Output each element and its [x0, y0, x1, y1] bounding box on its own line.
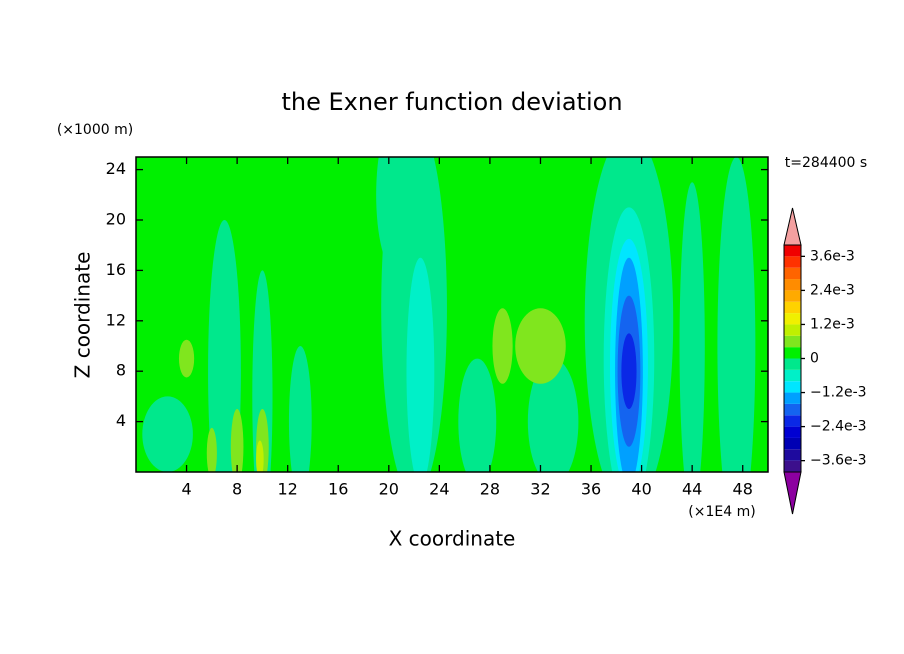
y-tick-label: 8 — [116, 361, 126, 380]
time-label: t=284400 s — [785, 155, 867, 171]
colorbar-segment — [784, 301, 801, 314]
contour-region — [527, 358, 579, 472]
colorbar-tick-label: 0 — [810, 351, 819, 367]
y-unit: (×1000 m) — [57, 122, 133, 138]
y-axis-label: Z coordinate — [71, 252, 95, 379]
colorbar-under — [783, 471, 802, 515]
colorbar-segment — [784, 369, 801, 382]
x-axis-label: X coordinate — [389, 527, 516, 551]
x-tick-label: 8 — [232, 480, 242, 499]
contour-region — [717, 157, 756, 472]
colorbar-segment — [784, 335, 801, 348]
x-tick-label: 12 — [278, 480, 298, 499]
colorbar-segment — [784, 256, 801, 268]
x-tick-label: 40 — [631, 480, 651, 499]
contour-region — [621, 333, 637, 410]
y-tick-label: 4 — [116, 411, 126, 430]
colorbar-tick-label: −3.6e-3 — [810, 453, 867, 469]
x-tick-label: 48 — [733, 480, 753, 499]
y-tick-label: 24 — [106, 159, 126, 178]
colorbar-segment — [784, 437, 801, 450]
x-tick-label: 36 — [581, 480, 601, 499]
x-unit: (×1E4 m) — [688, 504, 755, 520]
colorbar-tick-label: −2.4e-3 — [810, 419, 867, 435]
y-tick-label: 12 — [106, 310, 126, 329]
colorbar-tick-label: 3.6e-3 — [810, 248, 855, 264]
chart-title: the Exner function deviation — [281, 88, 622, 116]
x-tick-label: 16 — [328, 480, 348, 499]
colorbar-segment — [784, 324, 801, 336]
y-tick-label: 20 — [106, 210, 126, 229]
colorbar-segment — [784, 426, 801, 438]
contour-region — [406, 257, 435, 472]
colorbar-segment — [784, 290, 801, 302]
contour-region — [206, 427, 217, 472]
x-tick-label: 44 — [682, 480, 702, 499]
colorbar-tick-label: 1.2e-3 — [810, 316, 855, 332]
contour-region — [288, 346, 312, 472]
contour-region — [178, 339, 195, 378]
plot-frame — [135, 156, 769, 473]
colorbar: 3.6e-3 2.4e-3 1.2e-3 0 −1.2e-3 −2.4e-3 −3.6e-3 — [783, 207, 867, 515]
contour-region — [679, 182, 705, 472]
contour-field — [136, 157, 768, 472]
contour-region — [208, 220, 241, 472]
contour-region — [230, 409, 244, 472]
x-tick-label: 4 — [181, 480, 191, 499]
colorbar-segment — [784, 415, 801, 427]
y-tick-label: 16 — [106, 260, 126, 279]
colorbar-segment — [784, 392, 801, 404]
colorbar-segment — [784, 381, 801, 393]
colorbar-segment — [784, 279, 801, 291]
colorbar-segment — [784, 403, 801, 416]
colorbar-tick-label: 2.4e-3 — [810, 282, 855, 298]
colorbar-over — [783, 207, 802, 246]
contour-region — [376, 157, 415, 271]
contour-region — [256, 440, 264, 472]
contour-region — [142, 396, 193, 472]
x-tick-label: 20 — [379, 480, 399, 499]
colorbar-segment — [784, 347, 801, 359]
colorbar-segment — [784, 460, 801, 472]
contour-region — [492, 308, 513, 384]
colorbar-segment — [784, 313, 801, 325]
colorbar-segment — [784, 245, 801, 257]
contour-region — [515, 308, 566, 384]
colorbar-segment — [784, 267, 801, 280]
x-tick-label: 24 — [429, 480, 449, 499]
colorbar-segment — [784, 449, 801, 461]
contour-region — [458, 358, 497, 472]
colorbar-segment — [784, 358, 801, 370]
colorbar-tick-label: −1.2e-3 — [810, 385, 867, 401]
contour-region — [252, 270, 273, 472]
x-tick-label: 28 — [480, 480, 500, 499]
x-tick-label: 32 — [530, 480, 550, 499]
